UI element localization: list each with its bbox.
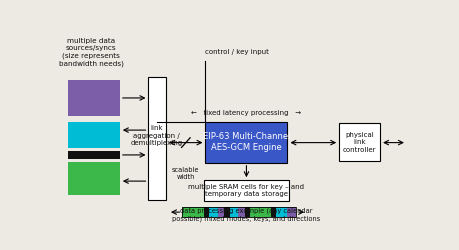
Bar <box>182 208 203 217</box>
Text: data processing example (any calendar
possible) mixed modes, keys, and direction: data processing example (any calendar po… <box>172 208 320 222</box>
Bar <box>286 208 296 217</box>
Bar <box>338 123 379 161</box>
Bar <box>229 208 238 217</box>
Bar <box>270 208 275 217</box>
Text: multiple SRAM cells for key – and
temporary data storage: multiple SRAM cells for key – and tempor… <box>188 184 304 198</box>
Bar <box>244 208 250 217</box>
Bar <box>68 151 120 159</box>
Text: control / key input: control / key input <box>205 49 269 55</box>
Bar <box>238 208 244 217</box>
Text: physical
link
controller: physical link controller <box>342 132 375 152</box>
Bar <box>68 122 120 148</box>
Bar <box>250 208 270 217</box>
Bar <box>275 208 286 217</box>
Text: ←   fixed latency processing   →: ← fixed latency processing → <box>191 110 301 116</box>
Bar <box>209 208 218 217</box>
Text: scalable
width: scalable width <box>172 167 199 180</box>
Bar <box>205 122 287 163</box>
Bar <box>182 208 296 217</box>
Text: multiple data
sources/syncs
(size represents
bandwidth needs): multiple data sources/syncs (size repres… <box>59 38 123 67</box>
Bar <box>218 208 224 217</box>
Bar <box>68 80 120 116</box>
Bar <box>203 208 209 217</box>
Text: EIP-63 Multi-Channel
AES-GCM Engine: EIP-63 Multi-Channel AES-GCM Engine <box>202 132 290 152</box>
Text: link
aggregation /
demultiplexing: link aggregation / demultiplexing <box>130 126 182 146</box>
Bar <box>68 162 120 194</box>
Bar <box>203 180 289 201</box>
Bar <box>224 208 229 217</box>
Bar <box>148 77 166 200</box>
